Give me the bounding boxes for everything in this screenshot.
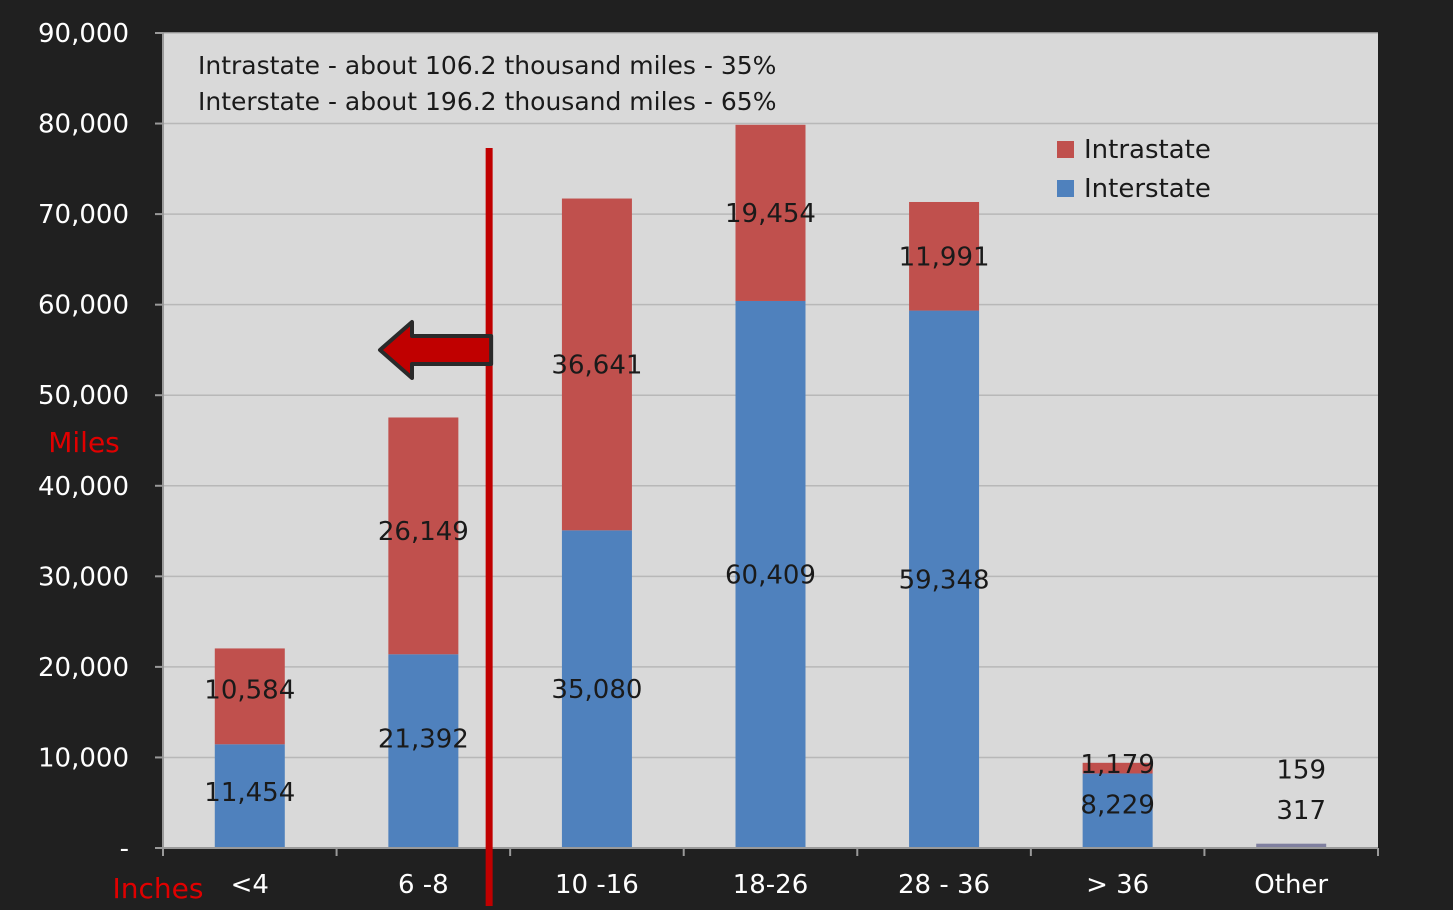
y-tick-label: 80,000: [38, 110, 129, 140]
y-tick-label: 20,000: [38, 653, 129, 683]
y-tick-label: 60,000: [38, 291, 129, 321]
legend-swatch: [1057, 141, 1074, 158]
legend-label: Interstate: [1084, 174, 1211, 204]
data-label-intrastate: 159: [1276, 755, 1326, 785]
data-label-intrastate: 1,179: [1080, 750, 1154, 780]
summary-annotation: Intrastate - about 106.2 thousand miles …: [198, 51, 776, 80]
y-tick-label: 40,000: [38, 472, 129, 502]
data-label-interstate: 8,229: [1080, 791, 1154, 821]
data-label-interstate: 59,348: [899, 565, 990, 595]
x-tick-label: <4: [231, 870, 269, 900]
y-axis-title: Miles: [48, 426, 120, 459]
data-label-interstate: 21,392: [378, 724, 469, 754]
data-label-intrastate: 19,454: [725, 199, 816, 229]
y-tick-label: -: [120, 834, 129, 864]
x-tick-label: 10 -16: [555, 870, 639, 900]
x-tick-label: 6 -8: [398, 870, 449, 900]
y-tick-label: 70,000: [38, 200, 129, 230]
legend-swatch: [1057, 180, 1074, 197]
data-label-interstate: 60,409: [725, 560, 816, 590]
y-tick-label: 90,000: [38, 19, 129, 49]
y-tick-label: 30,000: [38, 562, 129, 592]
summary-annotation: Interstate - about 196.2 thousand miles …: [198, 87, 776, 116]
legend-label: Intrastate: [1084, 135, 1211, 165]
data-label-interstate: 35,080: [551, 675, 642, 705]
data-label-interstate: 11,454: [204, 778, 295, 808]
x-tick-label: Other: [1254, 870, 1328, 900]
x-tick-label: > 36: [1086, 870, 1149, 900]
data-label-intrastate: 36,641: [551, 350, 642, 380]
data-label-intrastate: 11,991: [899, 242, 990, 272]
y-tick-label: 10,000: [38, 743, 129, 773]
x-axis-title: Inches: [113, 872, 204, 905]
data-label-intrastate: 10,584: [204, 676, 295, 706]
y-tick-label: 50,000: [38, 381, 129, 411]
data-label-intrastate: 26,149: [378, 517, 469, 547]
x-tick-label: 28 - 36: [898, 870, 990, 900]
x-tick-label: 18-26: [733, 870, 809, 900]
data-label-interstate: 317: [1276, 796, 1326, 826]
